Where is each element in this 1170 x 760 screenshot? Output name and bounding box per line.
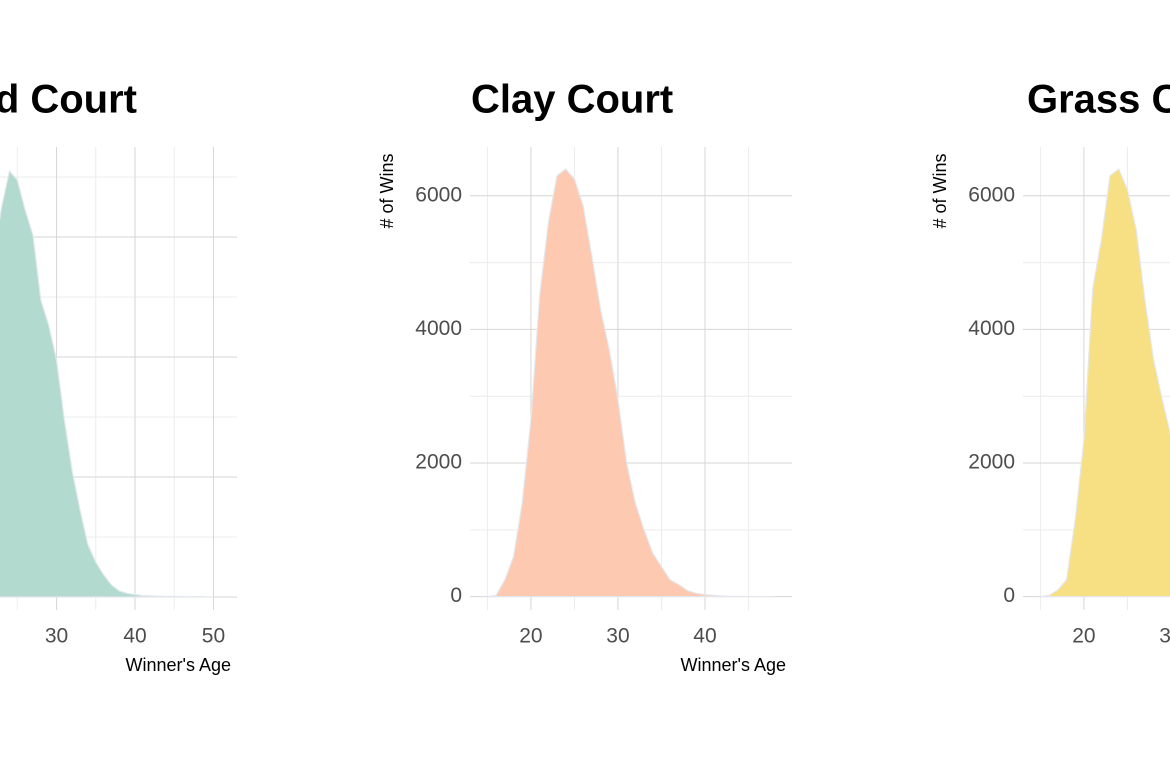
y-tick-label: 2000 <box>968 451 1015 474</box>
panel-title: Grass C <box>1027 78 1170 122</box>
panel-title: Clay Court <box>471 78 673 122</box>
y-tick-label: 2000 <box>415 451 462 474</box>
density-area <box>1040 168 1170 598</box>
x-tick-label: 40 <box>123 625 146 648</box>
y-tick-label: 0 <box>450 584 462 607</box>
panel-title: d Court <box>0 78 137 122</box>
density-area <box>487 168 775 598</box>
x-tick-label: 20 <box>1072 625 1095 648</box>
y-tick-label: 6000 <box>968 183 1015 206</box>
x-tick-label: 20 <box>519 625 542 648</box>
y-tick-label: 4000 <box>415 317 462 340</box>
x-axis-title: Winner's Age <box>126 655 232 675</box>
x-tick-label: 30 <box>1159 625 1170 648</box>
x-tick-label: 50 <box>202 625 225 648</box>
x-tick-label: 30 <box>45 625 68 648</box>
x-tick-label: 40 <box>693 625 716 648</box>
x-axis-title: Winner's Age <box>681 655 787 675</box>
y-axis-title: # of Wins <box>930 153 950 228</box>
y-axis-title: # of Wins <box>377 153 397 228</box>
y-tick-label: 6000 <box>415 183 462 206</box>
density-area <box>0 169 214 598</box>
y-tick-label: 0 <box>1003 584 1015 607</box>
x-tick-label: 30 <box>606 625 629 648</box>
y-tick-label: 4000 <box>968 317 1015 340</box>
